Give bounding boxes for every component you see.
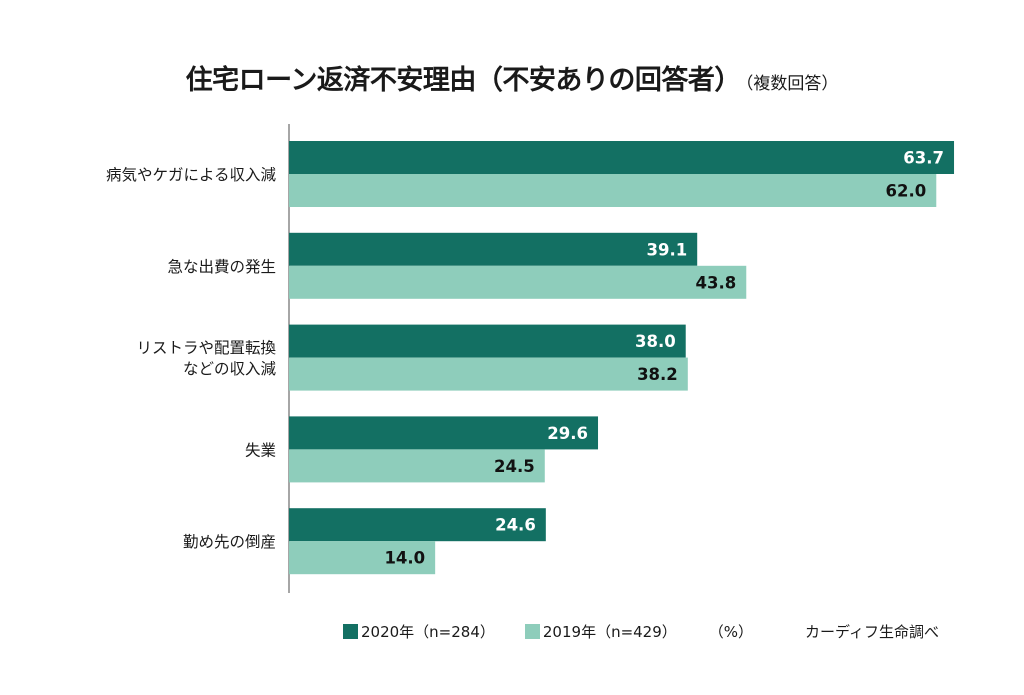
bar-2019-3 — [289, 449, 545, 483]
unit-label: （%） — [708, 623, 754, 641]
bar-2019-1 — [289, 265, 747, 299]
chart-title-block: 住宅ローン返済不安理由（不安ありの回答者） （複数回答） — [0, 58, 1024, 97]
category-label-2-line1: などの収入減 — [183, 360, 277, 378]
bar-2019-0 — [289, 174, 937, 207]
bar-2020-3 — [289, 416, 599, 450]
legend-item-2019: 2019年（n=429） — [524, 621, 677, 642]
category-label-3: 失業 — [245, 441, 276, 459]
category-label-4: 勤め先の倒産 — [183, 533, 276, 551]
bar-2020-2 — [289, 324, 686, 358]
value-label-2020-1: 39.1 — [646, 240, 687, 259]
source-note: カーディフ生命調べ — [805, 623, 939, 641]
bar-2020-1 — [289, 232, 698, 266]
value-label-2019-3: 24.5 — [494, 457, 535, 476]
value-label-2020-4: 24.6 — [495, 516, 536, 535]
bar-2019-2 — [289, 357, 688, 391]
value-label-2019-2: 38.2 — [637, 365, 678, 384]
value-label-2020-2: 38.0 — [635, 332, 676, 351]
legend-item-2020: 2020年（n=284） — [343, 621, 495, 642]
value-label-2019-4: 14.0 — [384, 549, 425, 568]
bar-2020-4 — [289, 508, 546, 542]
value-label-2019-0: 62.0 — [886, 182, 927, 201]
legend-label-2019: 2019年（n=429） — [542, 623, 677, 641]
legend-swatch-2020 — [343, 624, 358, 639]
category-label-1: 急な出費の発生 — [167, 258, 276, 276]
legend-label-2020: 2020年（n=284） — [361, 623, 495, 641]
category-label-2-line0: リストラや配置転換 — [136, 339, 276, 357]
chart-title: 住宅ローン返済不安理由（不安ありの回答者） — [185, 65, 742, 96]
value-label-2020-3: 29.6 — [547, 424, 588, 443]
category-label-0: 病気やケガによる収入減 — [106, 166, 277, 184]
bar-2019-4 — [289, 541, 436, 575]
bar-2020-0 — [289, 141, 955, 174]
legend-swatch-2019 — [524, 624, 540, 639]
value-label-2020-0: 63.7 — [903, 149, 944, 168]
legend: 2020年（n=284） 2019年（n=429） （%） カーディフ生命調べ — [343, 621, 939, 642]
chart-subtitle: （複数回答） — [744, 74, 839, 94]
value-label-2019-1: 43.8 — [696, 273, 737, 292]
